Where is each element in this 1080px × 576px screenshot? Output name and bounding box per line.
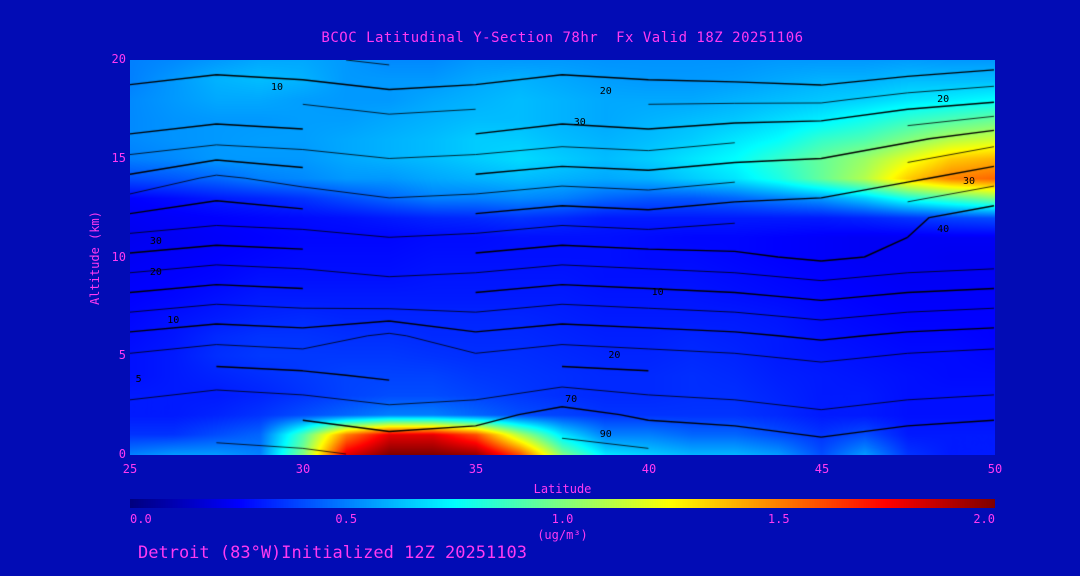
run-info-footer: Detroit (83°W)Initialized 12Z 20251103 — [138, 543, 527, 563]
y-tick-label: 15 — [111, 150, 126, 165]
colorbar-ticks: 0.0 0.5 1.0 1.5 2.0 — [130, 512, 995, 528]
x-tick-label: 35 — [468, 462, 484, 476]
x-tick-label: 50 — [987, 462, 1003, 476]
x-tick-label: 45 — [814, 462, 830, 476]
chart-title: BCOC Latitudinal Y-Section 78hr Fx Valid… — [321, 30, 804, 46]
x-axis-ticks: 25 30 35 40 45 50 — [123, 462, 1002, 478]
x-axis-label: Latitude — [533, 482, 592, 496]
colorbar-gradient — [130, 499, 995, 508]
ysection-plot-canvas — [130, 60, 995, 455]
y-tick-label: 5 — [118, 348, 126, 363]
x-tick-label: 30 — [295, 462, 311, 476]
y-tick-label: 20 — [111, 52, 126, 66]
y-tick-label: 0 — [118, 447, 126, 461]
colorbar-tick-label: 2.0 — [973, 512, 995, 526]
colorbar-tick-label: 0.5 — [335, 512, 358, 526]
y-tick-label: 10 — [111, 249, 126, 264]
y-axis-ticks: 0 5 10 15 20 — [0, 52, 126, 461]
colorbar-units-label: (ug/m³) — [537, 528, 588, 542]
x-tick-label: 40 — [641, 462, 657, 476]
colorbar-tick-label: 0.0 — [130, 512, 152, 526]
colorbar-tick-label: 1.5 — [767, 512, 790, 526]
colorbar-tick-label: 1.0 — [551, 512, 574, 526]
x-tick-label: 25 — [122, 462, 138, 476]
